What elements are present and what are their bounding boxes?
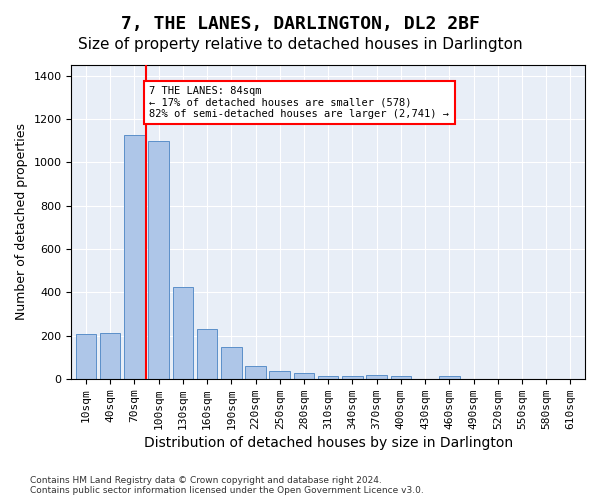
Bar [148, 141, 169, 379]
Bar [367, 375, 387, 379]
Y-axis label: Number of detached properties: Number of detached properties [15, 124, 28, 320]
Bar [100, 334, 121, 379]
Text: Contains HM Land Registry data © Crown copyright and database right 2024.
Contai: Contains HM Land Registry data © Crown c… [30, 476, 424, 495]
Text: 7, THE LANES, DARLINGTON, DL2 2BF: 7, THE LANES, DARLINGTON, DL2 2BF [121, 15, 479, 33]
Bar [173, 287, 193, 379]
Bar [293, 373, 314, 379]
Bar [245, 366, 266, 379]
Bar [197, 329, 217, 379]
Bar [318, 376, 338, 379]
Text: Size of property relative to detached houses in Darlington: Size of property relative to detached ho… [77, 38, 523, 52]
X-axis label: Distribution of detached houses by size in Darlington: Distribution of detached houses by size … [143, 436, 513, 450]
Bar [439, 376, 460, 379]
Bar [124, 136, 145, 379]
Bar [342, 376, 363, 379]
Bar [221, 347, 242, 379]
Bar [269, 370, 290, 379]
Bar [76, 334, 96, 379]
Text: 7 THE LANES: 84sqm
← 17% of detached houses are smaller (578)
82% of semi-detach: 7 THE LANES: 84sqm ← 17% of detached hou… [149, 86, 449, 120]
Bar [391, 376, 411, 379]
